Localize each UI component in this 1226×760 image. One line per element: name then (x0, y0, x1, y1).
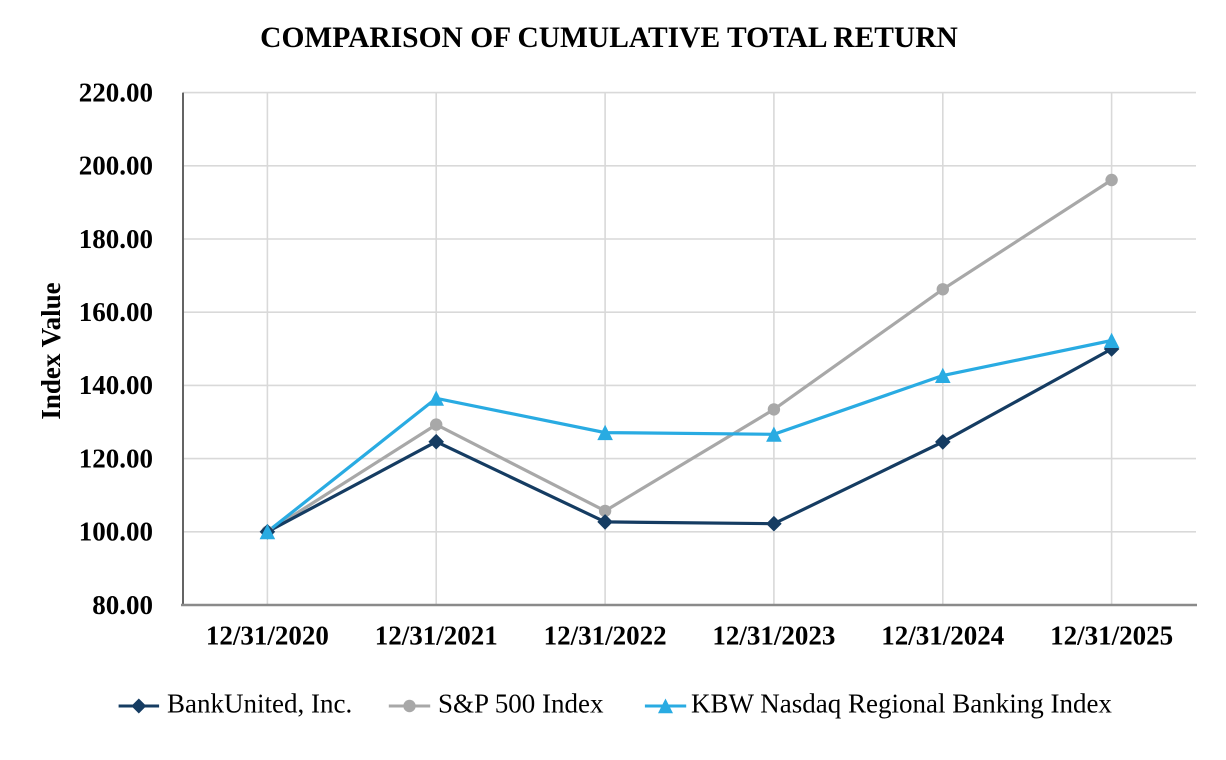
svg-text:S&P 500 Index: S&P 500 Index (438, 688, 604, 718)
svg-text:12/31/2024: 12/31/2024 (881, 621, 1004, 651)
svg-text:KBW Nasdaq Regional Banking In: KBW Nasdaq Regional Banking Index (691, 688, 1112, 718)
svg-text:140.00: 140.00 (79, 370, 153, 400)
svg-text:12/31/2023: 12/31/2023 (712, 621, 835, 651)
svg-text:BankUnited, Inc.: BankUnited, Inc. (167, 688, 352, 718)
svg-text:120.00: 120.00 (79, 443, 153, 473)
svg-text:180.00: 180.00 (79, 224, 153, 254)
svg-text:Index Value: Index Value (36, 282, 66, 419)
svg-text:160.00: 160.00 (79, 297, 153, 327)
svg-text:12/31/2025: 12/31/2025 (1050, 621, 1173, 651)
svg-text:100.00: 100.00 (79, 517, 153, 547)
svg-text:220.00: 220.00 (79, 77, 153, 107)
svg-text:COMPARISON OF CUMULATIVE TOTAL: COMPARISON OF CUMULATIVE TOTAL RETURN (260, 22, 958, 54)
svg-text:12/31/2020: 12/31/2020 (206, 621, 329, 651)
svg-text:200.00: 200.00 (79, 151, 153, 181)
svg-text:12/31/2021: 12/31/2021 (375, 621, 498, 651)
svg-text:12/31/2022: 12/31/2022 (544, 621, 667, 651)
svg-text:80.00: 80.00 (92, 590, 153, 620)
